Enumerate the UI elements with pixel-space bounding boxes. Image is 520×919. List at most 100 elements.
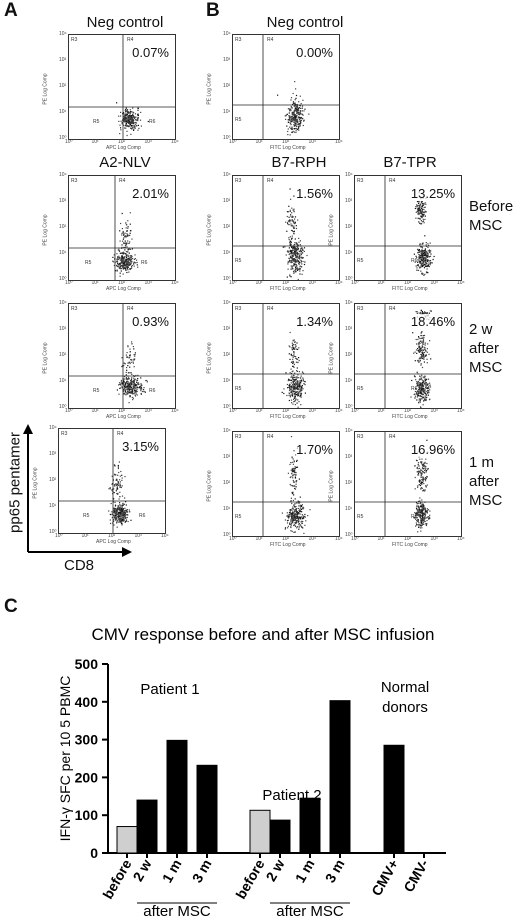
x-tick-label: 10¹ (377, 408, 385, 414)
x-tick-label: 10³ (308, 536, 316, 542)
x-tick-label: 10³ (308, 139, 316, 145)
y-tick-label: 10¹ (49, 503, 57, 509)
x-tick-label: 10² (118, 280, 126, 286)
flow-plot-a2-1m: R3 R4 R5 R6 3.15% (58, 428, 166, 534)
y-tick-label: 10⁰ (223, 532, 231, 538)
gate-r4: R4 (389, 434, 396, 440)
gate-r6: R6 (289, 117, 296, 123)
gate-r3: R3 (235, 434, 242, 440)
gate-r5: R5 (93, 119, 100, 125)
pe-axis-label: PE Log Comp (42, 342, 49, 374)
apc-axis-label: APC Log Comp (106, 145, 141, 151)
x-tick-label: 10³ (144, 408, 152, 414)
x-tick-label: 3 m (322, 857, 348, 886)
x-tick-label: 10² (282, 280, 290, 286)
y-tick-label: 10³ (223, 326, 231, 332)
row-label-2w: 2 w after MSC (469, 320, 502, 377)
x-tick-label: 10² (404, 280, 412, 286)
pe-axis-label: PE Log Comp (206, 214, 213, 246)
y-tick-label: 200 (75, 769, 99, 785)
bar (166, 739, 188, 854)
apc-axis-label: APC Log Comp (106, 286, 141, 292)
x-tick-label: 2 w (129, 856, 154, 884)
flow-plot-a-neg-control: R3 R4 R5 R6 0.07% (68, 34, 176, 140)
gate-r6: R6 (289, 514, 296, 520)
y-tick-label: 10³ (345, 326, 353, 332)
x-tick-label: 10² (404, 408, 412, 414)
gate-r4: R4 (117, 431, 124, 437)
pe-axis-label: PE Log Comp (206, 342, 213, 374)
axis-arrows (23, 424, 132, 557)
cd8-axis-label: CD8 (64, 557, 95, 574)
y-tick-label: 10² (59, 224, 67, 230)
pe-axis-label: PE Log Comp (206, 470, 213, 502)
gate-r6: R6 (411, 514, 418, 520)
x-tick-label: 10⁴ (457, 408, 465, 414)
bar (249, 809, 271, 854)
flow-plot-a2-before: R3 R4 R5 R6 2.01% (68, 175, 176, 281)
x-tick-label: 10⁰ (65, 408, 73, 414)
x-tick-label: 10¹ (255, 536, 263, 542)
y-tick-label: 10³ (345, 454, 353, 460)
gate-percentage: 0.93% (132, 314, 169, 329)
flow-plot-a2-2w: R3 R4 R5 R6 0.93% (68, 303, 176, 409)
gate-r3: R3 (357, 178, 364, 184)
gate-r4: R4 (127, 306, 134, 312)
gate-r3: R3 (357, 434, 364, 440)
gate-percentage: 0.00% (296, 45, 333, 60)
flow-dots (69, 176, 175, 280)
y-tick-label: 10⁴ (49, 425, 57, 431)
gate-r5: R5 (93, 388, 100, 394)
row-label-1m: 1 m after MSC (469, 453, 502, 510)
x-tick-label: 10⁰ (65, 139, 73, 145)
gate-r3: R3 (71, 37, 78, 43)
a2-nlv-title: A2-NLV (99, 154, 151, 171)
x-tick-label: CMV- (400, 856, 432, 895)
x-tick-label: 10¹ (91, 280, 99, 286)
x-tick-label: 10⁰ (229, 408, 237, 414)
b-neg-control-title: Neg control (266, 14, 344, 31)
gate-r4: R4 (389, 178, 396, 184)
row-label-before: Before MSC (469, 197, 513, 235)
flow-plot-tpr-2w: R3 R4 R5 R6 18.46% (354, 303, 462, 409)
y-tick-label: 10¹ (345, 506, 353, 512)
flow-dots (233, 35, 339, 139)
y-tick-label: 10¹ (59, 109, 67, 115)
x-tick-label: 10⁰ (55, 533, 63, 539)
pe-axis-label: PE Log Comp (328, 470, 335, 502)
y-tick-label: 10² (345, 352, 353, 358)
y-tick-label: 10¹ (223, 109, 231, 115)
x-tick-label: 10⁴ (335, 280, 343, 286)
panel-letter-a: A (4, 0, 18, 21)
y-tick-label: 500 (75, 656, 99, 672)
gate-r3: R3 (235, 178, 242, 184)
y-tick-label: 10³ (345, 198, 353, 204)
x-tick-label: 10⁴ (457, 280, 465, 286)
gate-r5: R5 (85, 260, 92, 266)
gate-r4: R4 (267, 178, 274, 184)
flow-dots (355, 304, 461, 408)
after-msc-label: after MSC (143, 903, 211, 919)
x-tick-label: 10¹ (91, 408, 99, 414)
fitc-axis-label: FITC Log Comp (270, 145, 306, 151)
bar (299, 797, 321, 854)
x-tick-label: 10⁴ (335, 139, 343, 145)
pe-axis-label: PE Log Comp (32, 467, 39, 499)
pe-axis-label: PE Log Comp (42, 214, 49, 246)
y-tick-label: 10⁰ (59, 135, 67, 141)
gate-r3: R3 (357, 306, 364, 312)
gate-r6: R6 (289, 258, 296, 264)
y-tick-label: 10⁴ (59, 300, 67, 306)
flow-dots (233, 176, 339, 280)
apc-axis-label: APC Log Comp (106, 414, 141, 420)
y-tick-label: 0 (90, 845, 98, 861)
group-label-patient-2: Patient 2 (262, 787, 321, 804)
y-tick-label: 10⁴ (223, 31, 231, 37)
gate-r5: R5 (235, 514, 242, 520)
y-tick-label: 10² (345, 224, 353, 230)
bar (136, 799, 158, 854)
gate-r6: R6 (141, 260, 148, 266)
flow-dots (69, 35, 175, 139)
fitc-axis-label: FITC Log Comp (270, 286, 306, 292)
a-neg-control-title: Neg control (86, 14, 164, 31)
